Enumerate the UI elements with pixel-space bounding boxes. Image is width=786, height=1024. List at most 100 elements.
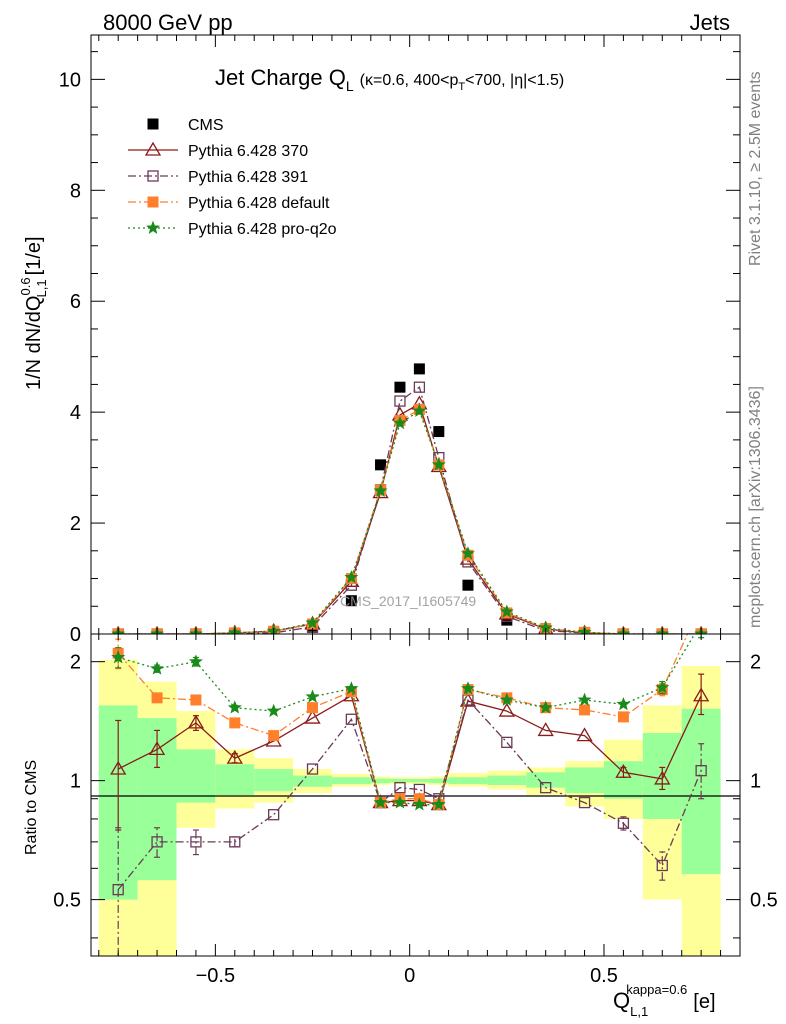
legend-marker-cms <box>147 118 159 130</box>
ratio-point-pythia-6-428-pro-q2o <box>373 795 388 809</box>
main-y-tick-label: 4 <box>70 402 81 424</box>
ratio-point-pythia-6-428-pro-q2o <box>461 681 475 695</box>
ratio-point-pythia-6-428-370 <box>576 727 593 742</box>
main-point-cms <box>394 381 406 393</box>
ratio-y-tick-label-right: 2 <box>750 652 761 674</box>
ratio-point-pythia-6-428-370 <box>537 722 554 737</box>
main-point-pythia-6-428-pro-q2o <box>499 604 514 618</box>
main-point-pythia-6-428-391 <box>394 395 406 407</box>
ratio-point-pythia-6-428-391 <box>229 836 241 848</box>
main-y-tick-label: 6 <box>70 291 81 313</box>
main-point-pythia-6-428-pro-q2o <box>305 615 320 629</box>
ratio-point-pythia-6-428-370 <box>459 692 477 707</box>
main-point-pythia-6-428-391 <box>413 381 426 393</box>
main-point-pythia-6-428-pro-q2o <box>373 483 388 497</box>
ratio-point-pythia-6-428-370 <box>110 760 127 775</box>
green-band-bin <box>293 775 332 787</box>
legend-marker-pythia-6-428-370 <box>144 141 162 156</box>
main-y-axis-label: 1/N dN/dQ0.6L,1[1/e] <box>18 236 49 390</box>
jets-label: Jets <box>690 10 730 35</box>
ratio-point-pythia-6-428-pro-q2o <box>227 700 242 714</box>
x-tick-label: 0.5 <box>590 965 618 987</box>
main-point-cms <box>462 579 474 591</box>
ratio-point-pythia-6-428-default <box>307 702 319 714</box>
ratio-point-pythia-6-428-391 <box>656 859 668 872</box>
ratio-point-pythia-6-428-default <box>696 599 706 609</box>
rivet-label: Rivet 3.1.10, ≥ 2.5M events <box>747 71 764 266</box>
ratio-series-layer <box>110 599 710 956</box>
ratio-point-pythia-6-428-391 <box>190 836 202 848</box>
ratio-point-pythia-6-428-370 <box>304 709 321 724</box>
ratio-point-pythia-6-428-pro-q2o <box>616 696 631 711</box>
green-band-bin <box>487 775 527 785</box>
x-axis-label: QL,1kappa=0.6[e] <box>613 982 716 1019</box>
ratio-point-pythia-6-428-default <box>268 730 280 742</box>
ratio-line-pythia-6-428-391 <box>117 698 702 891</box>
legend-label-pythia-6-428-pro-q2o: Pythia 6.428 pro-q2o <box>188 221 337 238</box>
legend-label-pythia-6-428-default: Pythia 6.428 default <box>188 195 330 212</box>
ratio-point-pythia-6-428-pro-q2o <box>266 703 281 717</box>
ratio-plot-frame <box>90 633 741 957</box>
main-point-pythia-6-428-pro-q2o <box>344 570 359 584</box>
ratio-point-pythia-6-428-391 <box>112 883 124 896</box>
energy-label: 8000 GeV pp <box>103 10 233 35</box>
ratio-point-pythia-6-428-default <box>579 704 591 716</box>
axis-ticks <box>91 35 740 956</box>
ratio-point-pythia-6-428-pro-q2o <box>412 797 427 811</box>
green-band-bin <box>409 778 430 783</box>
ratio-line-pythia-6-428-default <box>117 634 689 806</box>
ratio-point-pythia-6-428-pro-q2o <box>655 680 670 694</box>
x-tick-label: −0.5 <box>196 965 235 987</box>
ratio-point-pythia-6-428-370 <box>654 770 671 785</box>
ratio-point-pythia-6-428-pro-q2o <box>150 661 164 675</box>
ratio-point-pythia-6-428-391 <box>151 836 163 848</box>
analysis-watermark: CMS_2017_I1605749 <box>340 593 476 609</box>
main-y-tick-label: 10 <box>59 69 81 91</box>
green-band-bin <box>176 749 216 803</box>
ratio-point-pythia-6-428-default <box>229 717 241 729</box>
ratio-y-tick-label-right: 1 <box>750 771 761 793</box>
legend-label-pythia-6-428-391: Pythia 6.428 391 <box>188 169 308 186</box>
ratio-point-pythia-6-428-370 <box>226 749 243 764</box>
ratio-point-pythia-6-428-391 <box>394 782 406 794</box>
main-point-cms <box>433 426 445 438</box>
ratio-point-pythia-6-428-pro-q2o <box>499 692 514 706</box>
main-point-pythia-6-428-pro-q2o <box>431 457 446 471</box>
green-band-bin <box>254 769 294 792</box>
ratio-point-pythia-6-428-default <box>617 711 629 723</box>
ratio-point-pythia-6-428-370 <box>498 702 515 717</box>
main-y-tick-label: 0 <box>70 624 81 646</box>
ratio-y-tick-label-left: 2 <box>70 652 81 674</box>
ratio-y-axis-label: Ratio to CMS <box>23 760 40 855</box>
ratio-point-pythia-6-428-391 <box>695 764 707 777</box>
green-band-bin <box>603 761 643 799</box>
main-point-cms <box>345 595 357 607</box>
ratio-line-pythia-6-428-pro-q2o <box>118 634 696 806</box>
ratio-point-pythia-6-428-370 <box>187 714 205 729</box>
main-point-pythia-6-428-pro-q2o <box>393 415 407 430</box>
main-line-pythia-6-428-pro-q2o <box>118 410 702 634</box>
ratio-point-pythia-6-428-391 <box>578 796 591 809</box>
legend-marker-pythia-6-428-pro-q2o <box>146 220 160 234</box>
ratio-point-pythia-6-428-pro-q2o <box>577 692 592 706</box>
main-point-pythia-6-428-pro-q2o <box>412 403 427 417</box>
ratio-point-pythia-6-428-pro-q2o <box>305 689 320 703</box>
ratio-point-pythia-6-428-pro-q2o <box>431 797 446 811</box>
green-band-bin <box>565 767 604 794</box>
ratio-point-pythia-6-428-pro-q2o <box>188 654 203 668</box>
legend-label-pythia-6-428-370: Pythia 6.428 370 <box>188 143 308 160</box>
ratio-y-tick-label-left: 0.5 <box>53 890 81 912</box>
main-line-pythia-6-428-default <box>118 408 702 634</box>
main-y-tick-label: 8 <box>70 180 81 202</box>
legend: CMS Pythia 6.428 370 Pythia 6.428 391 Pythi… <box>128 117 337 238</box>
main-point-pythia-6-428-pro-q2o <box>461 546 475 560</box>
main-point-cms <box>413 363 425 375</box>
ratio-point-pythia-6-428-370 <box>615 763 632 778</box>
ratio-y-tick-label-right: 0.5 <box>750 890 778 912</box>
ratio-point-pythia-6-428-391 <box>501 736 513 748</box>
legend-marker-pythia-6-428-default <box>147 196 159 208</box>
green-band-bin <box>215 764 255 795</box>
ratio-point-pythia-6-428-370 <box>148 741 166 756</box>
green-band-bin <box>370 778 391 784</box>
